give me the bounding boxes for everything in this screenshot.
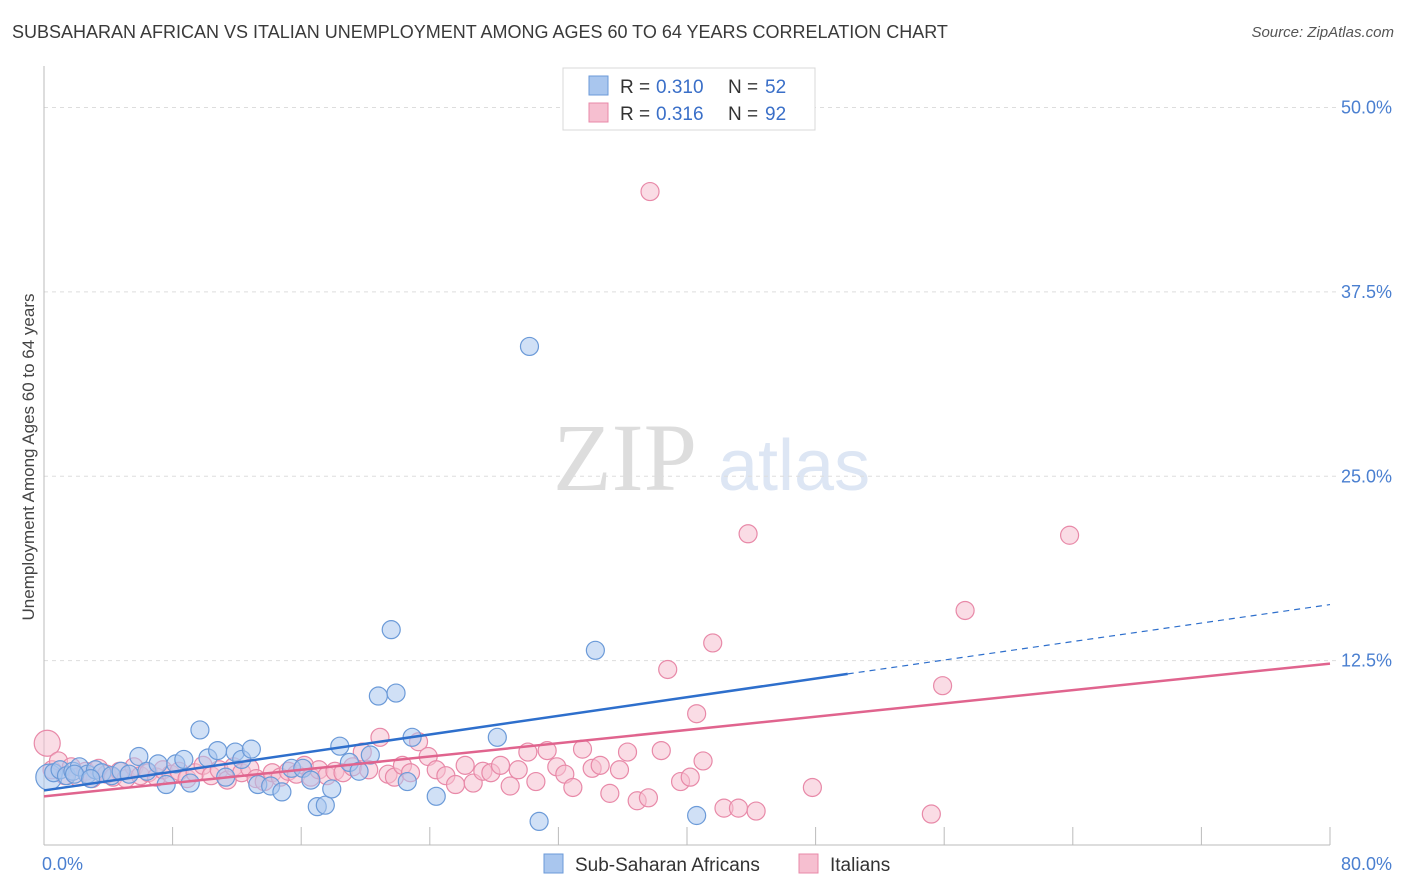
y-tick-label: 12.5% <box>1341 651 1392 671</box>
series-legend-label-subsaharan: Sub-Saharan Africans <box>575 855 760 876</box>
watermark-zip: ZIP <box>553 404 697 511</box>
data-point-italians <box>526 771 546 792</box>
series-subsaharan-africans <box>35 336 707 832</box>
stats-legend: R = 0.310 N = 52 R = 0.316 N = 92 <box>562 67 816 131</box>
trend-line-subsaharan-extension <box>847 603 1331 675</box>
data-point-subsaharan <box>360 745 380 765</box>
data-point-italians <box>651 740 671 761</box>
data-point-italians <box>455 755 475 775</box>
data-point-italians <box>802 777 822 798</box>
stats-legend-n-value-blue: 52 <box>765 77 786 98</box>
data-point-subsaharan <box>368 686 388 706</box>
data-point-italians <box>609 760 630 780</box>
data-point-subsaharan <box>397 771 417 792</box>
data-point-subsaharan <box>519 336 540 357</box>
data-point-italians <box>1059 525 1080 545</box>
data-point-subsaharan <box>301 770 321 790</box>
x-tick-label-max: 80.0% <box>1341 854 1392 874</box>
y-tick-label: 25.0% <box>1341 466 1392 486</box>
data-point-italians <box>687 704 707 724</box>
data-point-italians <box>693 751 713 771</box>
stats-legend-n-label-blue: N = <box>728 77 758 98</box>
data-point-subsaharan <box>272 782 292 802</box>
data-point-subsaharan <box>208 740 228 761</box>
watermark-atlas: atlas <box>718 426 870 506</box>
data-point-subsaharan <box>529 811 549 832</box>
data-point-subsaharan <box>687 805 707 826</box>
data-point-subsaharan <box>386 683 406 703</box>
stats-legend-n-label-pink: N = <box>728 104 758 125</box>
series-legend: Sub-Saharan Africans Italians <box>543 853 890 876</box>
data-point-subsaharan <box>241 739 261 759</box>
series-legend-swatch-subsaharan <box>543 853 564 874</box>
data-point-italians <box>703 633 723 653</box>
data-point-italians <box>500 776 520 796</box>
data-point-italians <box>640 181 660 202</box>
stats-legend-r-value-pink: 0.316 <box>656 104 704 125</box>
data-point-italians <box>617 742 638 762</box>
data-point-subsaharan <box>585 640 605 660</box>
grid-lines <box>44 107 1340 662</box>
data-point-italians <box>746 801 766 821</box>
data-point-italians <box>658 659 678 680</box>
data-point-italians <box>590 755 610 775</box>
stats-legend-n-value-pink: 92 <box>765 104 786 125</box>
axes <box>43 66 1331 846</box>
data-point-subsaharan <box>315 795 335 815</box>
data-point-italians <box>955 600 975 621</box>
trend-line-subsaharan <box>43 672 848 792</box>
data-point-subsaharan <box>349 761 369 781</box>
chart-title: SUBSAHARAN AFRICAN VS ITALIAN UNEMPLOYME… <box>12 22 948 42</box>
series-legend-label-italians: Italians <box>830 855 890 876</box>
data-point-subsaharan <box>174 749 194 770</box>
data-point-subsaharan <box>148 754 168 774</box>
data-point-italians <box>572 739 593 759</box>
data-point-italians <box>563 777 583 798</box>
data-point-italians <box>445 774 466 795</box>
data-point-subsaharan <box>190 720 210 740</box>
data-point-italians <box>921 804 941 824</box>
data-point-italians <box>638 788 659 808</box>
data-point-subsaharan <box>487 727 507 747</box>
stats-legend-swatch-pink <box>588 102 609 123</box>
data-point-subsaharan <box>119 764 139 784</box>
y-tick-label: 50.0% <box>1341 98 1392 118</box>
data-point-italians <box>490 755 511 775</box>
stats-legend-swatch-blue <box>588 75 609 96</box>
data-point-italians <box>680 767 700 787</box>
data-point-italians <box>33 729 61 757</box>
data-point-italians <box>932 676 953 696</box>
data-point-subsaharan <box>64 764 85 784</box>
data-point-italians <box>728 798 749 818</box>
data-point-italians <box>600 783 620 803</box>
data-point-subsaharan <box>129 746 149 767</box>
stats-legend-r-label-pink: R = <box>620 104 650 125</box>
stats-legend-r-label-blue: R = <box>620 77 650 98</box>
x-tick-label-min: 0.0% <box>42 854 83 874</box>
data-point-italians <box>738 524 758 544</box>
trend-lines <box>43 603 1331 798</box>
series-legend-swatch-italians <box>798 853 819 874</box>
y-tick-labels: 12.5% 25.0% 37.5% 50.0% <box>1341 98 1392 671</box>
y-tick-label: 37.5% <box>1341 282 1392 302</box>
data-point-italians <box>508 760 528 780</box>
data-point-subsaharan <box>322 779 342 799</box>
y-axis-label: Unemployment Among Ages 60 to 64 years <box>19 294 38 621</box>
chart-source: Source: ZipAtlas.com <box>1251 24 1394 41</box>
data-point-subsaharan <box>381 620 401 640</box>
trend-line-italians <box>43 662 1331 798</box>
data-point-subsaharan <box>426 786 446 806</box>
stats-legend-r-value-blue: 0.310 <box>656 77 704 98</box>
